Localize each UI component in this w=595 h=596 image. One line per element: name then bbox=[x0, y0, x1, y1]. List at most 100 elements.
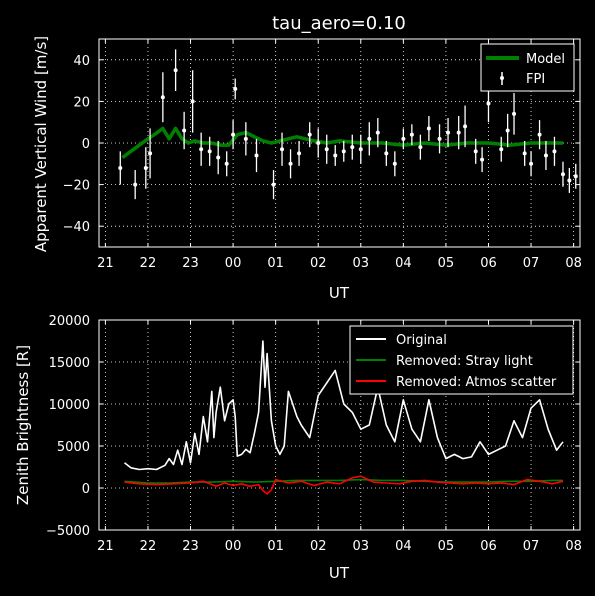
fpi-point bbox=[216, 155, 221, 160]
fpi-point bbox=[437, 136, 442, 141]
vertical-wind-panel: tau_aero=0.10 21 22 23 00 01 02 03 04 05 06 07 08 −4… bbox=[32, 13, 582, 302]
zenith-brightness-x-axis-label: UT bbox=[329, 564, 350, 582]
fpi-point bbox=[543, 153, 548, 158]
fpi-point bbox=[367, 136, 372, 141]
vertical-wind-y-axis-label: Apparent Vertical Wind [m/s] bbox=[32, 36, 50, 252]
zenith-brightness-ticks: 21 22 23 00 01 02 03 04 05 06 07 08 −5000 0 5000 10000 1… bbox=[46, 314, 582, 554]
vertical-wind-ticks: 21 22 23 00 01 02 03 04 05 06 07 08 −40 −20 0 20 40 bbox=[63, 39, 582, 271]
legend-atmos-scatter-label: Removed: Atmos scatter bbox=[396, 375, 557, 390]
fpi-point bbox=[199, 147, 204, 152]
x-tick-label: 08 bbox=[565, 539, 582, 554]
fpi-point bbox=[552, 149, 557, 154]
legend-model-label: Model bbox=[526, 52, 565, 67]
x-tick-label: 03 bbox=[353, 539, 370, 554]
fpi-point bbox=[341, 149, 346, 154]
legend-box bbox=[480, 43, 575, 92]
fpi-point bbox=[316, 141, 321, 145]
fpi-point bbox=[297, 151, 302, 156]
fpi-point bbox=[446, 130, 451, 135]
x-tick-label: 00 bbox=[225, 256, 242, 271]
x-tick-label: 02 bbox=[310, 539, 327, 554]
legend-stray-light-label: Removed: Stray light bbox=[396, 354, 533, 369]
chart-title: tau_aero=0.10 bbox=[272, 13, 406, 34]
fpi-point bbox=[537, 132, 542, 137]
y-tick-label: 10000 bbox=[49, 398, 90, 413]
fpi-point bbox=[207, 149, 212, 154]
fpi-point bbox=[350, 145, 355, 150]
fpi-point bbox=[560, 172, 565, 177]
fpi-point bbox=[160, 95, 165, 100]
fpi-point bbox=[173, 68, 178, 73]
model-series-line bbox=[121, 126, 563, 160]
removed-atmos-scatter-series-line bbox=[124, 475, 564, 495]
fpi-point bbox=[456, 130, 461, 135]
fpi-point bbox=[473, 149, 478, 154]
zenith-brightness-marks bbox=[124, 340, 564, 495]
x-tick-label: 06 bbox=[480, 539, 497, 554]
y-tick-label: 0 bbox=[82, 137, 90, 152]
fpi-point bbox=[384, 151, 389, 156]
legend-original-label: Original bbox=[396, 333, 447, 348]
fpi-point bbox=[182, 128, 187, 133]
fpi-point bbox=[233, 86, 238, 91]
fpi-point bbox=[499, 147, 504, 152]
fpi-point bbox=[254, 153, 259, 158]
zenith-brightness-legend: Original Removed: Stray light Removed: A… bbox=[349, 325, 574, 395]
fpi-point bbox=[224, 161, 229, 166]
fpi-point bbox=[480, 157, 485, 162]
legend-box bbox=[349, 325, 574, 395]
x-tick-label: 01 bbox=[267, 256, 284, 271]
x-tick-label: 05 bbox=[438, 539, 455, 554]
x-tick-label: 07 bbox=[523, 256, 540, 271]
zenith-brightness-panel: 21 22 23 00 01 02 03 04 05 06 07 08 −5000 0 5000 10000 1… bbox=[14, 314, 582, 582]
x-tick-label: 04 bbox=[395, 539, 412, 554]
x-tick-label: 05 bbox=[438, 256, 455, 271]
y-tick-label: 20 bbox=[73, 95, 90, 110]
y-tick-label: −5000 bbox=[46, 524, 90, 539]
vertical-wind-legend: Model FPI bbox=[480, 43, 575, 92]
fpi-point bbox=[529, 161, 534, 166]
fpi-point bbox=[333, 153, 338, 158]
fpi-point bbox=[505, 128, 510, 133]
fpi-point bbox=[288, 161, 293, 166]
fpi-point bbox=[307, 132, 312, 137]
legend-fpi-label: FPI bbox=[526, 72, 545, 87]
fpi-point bbox=[243, 136, 248, 141]
x-tick-label: 02 bbox=[310, 256, 327, 271]
x-tick-label: 00 bbox=[225, 539, 242, 554]
fpi-point bbox=[190, 99, 195, 104]
fpi-point bbox=[512, 111, 517, 116]
zenith-brightness-axes-frame bbox=[98, 319, 581, 531]
fpi-point bbox=[133, 182, 138, 187]
x-tick-label: 07 bbox=[523, 539, 540, 554]
fpi-point bbox=[522, 151, 527, 156]
x-tick-label: 06 bbox=[480, 256, 497, 271]
fpi-point bbox=[375, 130, 380, 135]
x-tick-label: 23 bbox=[182, 256, 199, 271]
x-tick-label: 04 bbox=[395, 256, 412, 271]
fpi-point bbox=[573, 174, 578, 179]
fpi-point bbox=[358, 147, 363, 152]
x-tick-label: 08 bbox=[565, 256, 582, 271]
y-tick-label: −40 bbox=[63, 220, 90, 235]
fpi-point bbox=[418, 145, 423, 150]
fpi-point bbox=[324, 147, 329, 152]
vertical-wind-marks bbox=[118, 49, 578, 200]
fpi-point bbox=[401, 136, 406, 141]
x-tick-label: 23 bbox=[182, 539, 199, 554]
x-tick-label: 01 bbox=[267, 539, 284, 554]
y-tick-label: 0 bbox=[82, 482, 90, 497]
legend-fpi-marker bbox=[500, 76, 504, 80]
y-tick-label: 40 bbox=[73, 54, 90, 69]
fpi-point bbox=[148, 151, 153, 156]
y-tick-label: 5000 bbox=[57, 440, 90, 455]
fpi-point bbox=[463, 124, 468, 129]
y-tick-label: −20 bbox=[63, 179, 90, 194]
x-tick-label: 21 bbox=[97, 256, 114, 271]
fpi-point bbox=[392, 161, 397, 166]
fpi-point bbox=[118, 165, 123, 170]
x-tick-label: 03 bbox=[353, 256, 370, 271]
y-tick-label: 15000 bbox=[49, 356, 90, 371]
fpi-point bbox=[280, 147, 285, 152]
